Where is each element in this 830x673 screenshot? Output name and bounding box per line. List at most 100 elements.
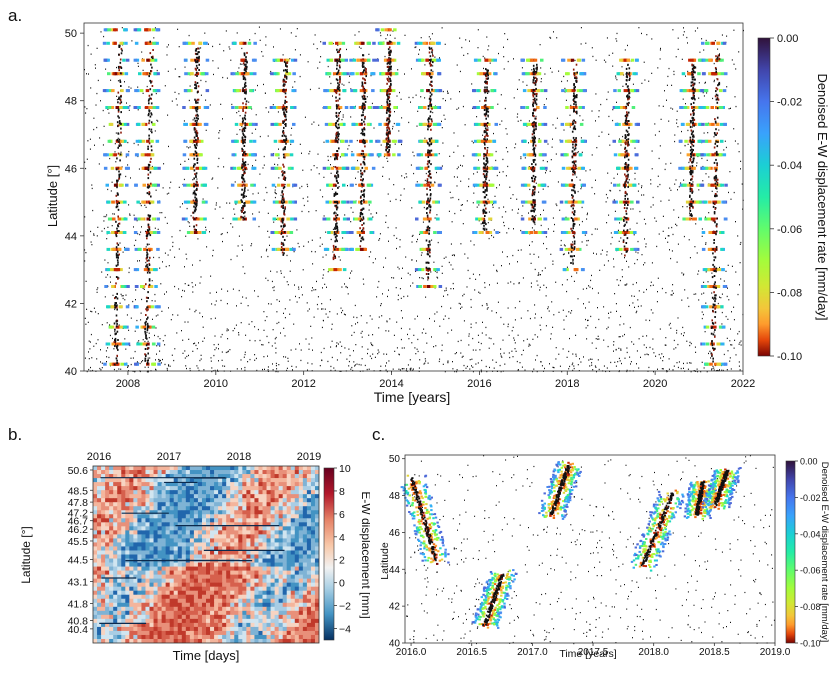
event-1	[133, 28, 161, 373]
y-tick-a: 46	[65, 163, 77, 175]
x-tick-c: 2016.0	[396, 647, 427, 658]
y-tick-b: 40.4	[68, 624, 89, 636]
x-tick-a: 2010	[204, 378, 228, 390]
x-tick-a: 2020	[643, 378, 667, 390]
colorbar-a-tick: -0.04	[777, 160, 802, 172]
y-tick-b: 46.7	[68, 516, 89, 528]
colorbar-b-tick: 8	[339, 486, 345, 498]
event-10	[520, 58, 548, 234]
y-tick-b: 47.2	[68, 507, 89, 519]
event-12	[612, 58, 640, 257]
x-tick-c: 2016.5	[456, 647, 487, 658]
colorbar-b-label: E-W displacement [mm]	[359, 491, 370, 618]
event-9	[471, 58, 499, 234]
x-tick-a: 2012	[291, 378, 315, 390]
background-tremor-dots	[84, 26, 744, 373]
colorbar-a-tick: -0.06	[777, 224, 802, 236]
event-13	[678, 58, 706, 221]
x-tick-c: 2017.5	[578, 647, 609, 658]
y-tick-a: 40	[65, 366, 77, 378]
x-axis-label-b: Time [days]	[173, 648, 240, 663]
event-8	[414, 41, 443, 288]
y-tick-c: 40	[389, 639, 401, 650]
top-tick-b: 2016	[87, 451, 111, 463]
y-tick-b: 46.2	[68, 524, 89, 536]
colorbar-b-tick: 0	[339, 578, 345, 590]
colorbar-a-tick: 0.00	[777, 33, 798, 45]
event-6	[348, 41, 377, 251]
colorbar-c-tick: 0.00	[800, 457, 818, 467]
y-tick-b: 45.5	[68, 536, 89, 548]
x-tick-c: 2018.0	[638, 647, 669, 658]
y-tick-a: 48	[65, 96, 77, 108]
top-tick-b: 2018	[227, 451, 251, 463]
event-7	[375, 28, 403, 157]
event-c-5	[701, 467, 742, 510]
y-tick-c: 50	[389, 454, 401, 465]
event-c-1	[471, 569, 518, 629]
panel-letter-a: a.	[8, 6, 23, 25]
y-tick-b: 47.8	[68, 497, 89, 509]
x-tick-a: 2016	[467, 378, 491, 390]
y-axis-label-c: Latitude	[379, 542, 391, 580]
x-tick-a: 2014	[379, 378, 403, 390]
event-11	[559, 58, 588, 272]
colorbar-b-tick: −2	[339, 601, 351, 613]
chart-a: 2008 2010 2012 2014 2016 2018 2020 2022 40 42 44 46…	[45, 22, 830, 405]
event-0	[102, 28, 131, 366]
y-tick-b: 48.5	[68, 485, 89, 497]
top-tick-b: 2017	[157, 451, 181, 463]
event-c-0	[400, 474, 450, 565]
colorbar-b-tick: 6	[339, 509, 345, 521]
y-axis-label-a: Latitude [°]	[45, 165, 60, 227]
top-tick-b: 2019	[297, 451, 321, 463]
background-tremor-dots-c	[405, 455, 775, 645]
y-tick-c: 48	[389, 491, 401, 502]
x-tick-a: 2018	[555, 378, 579, 390]
x-axis-label-c: Time [years]	[559, 648, 616, 660]
x-tick-a: 2008	[116, 378, 140, 390]
colorbar-c-tick: -0.02	[800, 493, 821, 503]
event-c-3	[630, 489, 685, 572]
colorbar-a-label: Denoised E-W displacement rate [mm/day]	[815, 73, 830, 320]
event-5	[322, 41, 350, 272]
event-14	[700, 41, 728, 366]
x-tick-c: 2017.0	[517, 647, 548, 658]
x-tick-a: 2022	[731, 378, 755, 390]
colorbar-a-tick: -0.10	[777, 351, 802, 363]
y-tick-a: 44	[65, 231, 77, 243]
colorbar-b-tick: 4	[339, 532, 345, 544]
colorbar-c-tick: -0.08	[800, 602, 821, 612]
chart-c: 2016.0 2016.5 2017.0 2017.5 2018.0 2018.5 2019…	[379, 454, 830, 660]
colorbar-a	[757, 37, 771, 357]
colorbar-c	[785, 460, 796, 644]
colorbar-c-tick: -0.04	[800, 529, 821, 539]
y-tick-b: 41.8	[68, 599, 89, 611]
y-tick-b: 50.6	[68, 465, 89, 477]
event-4	[269, 58, 298, 256]
colorbar-c-label: Denoised E-W displacement rate [mm/day]	[819, 462, 830, 643]
colorbar-c-tick: -0.10	[800, 639, 821, 649]
event-c-2	[538, 461, 582, 520]
event-2	[181, 41, 210, 234]
colorbar-a-tick: -0.08	[777, 287, 802, 299]
y-tick-b: 44.5	[68, 555, 89, 567]
x-tick-c: 2018.5	[699, 647, 730, 658]
panel-letter-b: b.	[8, 425, 23, 444]
colorbar-b	[323, 467, 335, 641]
y-axis-label-b: Latitude [°]	[19, 526, 33, 584]
colorbar-b-tick: 10	[339, 463, 351, 475]
event-3	[230, 41, 258, 221]
colorbar-b-tick: 2	[339, 555, 345, 567]
colorbar-a-tick: -0.02	[777, 97, 802, 109]
panel-letter-c: c.	[372, 425, 386, 444]
y-tick-c: 46	[389, 528, 401, 539]
y-tick-c: 44	[389, 565, 401, 576]
x-tick-c: 2019.0	[760, 647, 791, 658]
y-tick-b: 40.8	[68, 615, 89, 627]
colorbar-c-tick: -0.06	[800, 566, 821, 576]
chart-b: 2016 2017 2018 2019 50.6 48.547.847.246.746.2…	[19, 451, 370, 663]
x-axis-label-a: Time [years]	[374, 389, 451, 405]
y-tick-a: 50	[65, 28, 77, 40]
